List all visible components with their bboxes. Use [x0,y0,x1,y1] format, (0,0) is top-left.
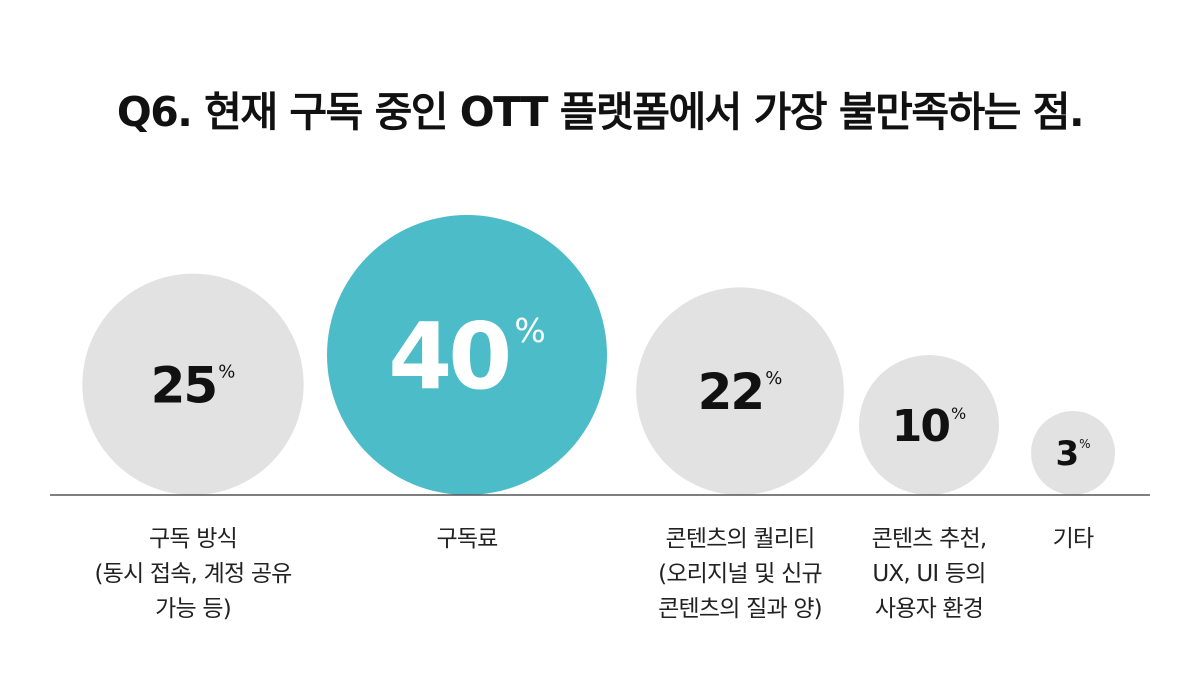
bubble-number-2: 22 [698,363,764,421]
bubble-value-0: 25% [151,356,236,414]
bubble-number-0: 25 [151,356,217,414]
category-label-2-line-2: 콘텐츠의 질과 양) [658,596,823,622]
bubble-unit-3: % [951,404,966,423]
bubble-number-4: 3 [1055,434,1077,474]
bubble-number-3: 10 [892,401,950,452]
bubble-1 [327,215,607,495]
category-label-0-line-1: (동시 접속, 계정 공유 [94,561,292,587]
category-label-3-line-0: 콘텐츠 추천, [871,526,988,552]
chart-title: Q6. 현재 구독 중인 OTT 플랫폼에서 가장 불만족하는 점. [116,88,1085,136]
bubble-value-4: 3% [1055,434,1090,474]
bubble-2 [636,287,844,495]
category-label-2-line-0: 콘텐츠의 퀄리티 [665,526,815,552]
category-label-4-line-0: 기타 [1052,526,1095,552]
category-label-0-line-0: 구독 방식 [149,526,238,552]
bubble-value-2: 22% [698,363,783,421]
bubble-unit-1: % [514,311,545,350]
category-label-3-line-2: 사용자 환경 [874,596,984,622]
bubble-value-3: 10% [892,401,966,452]
category-label-0-line-2: 가능 등) [155,596,232,622]
category-label-1-line-0: 구독료 [436,526,498,552]
bubble-unit-0: % [218,361,235,382]
bubble-unit-2: % [765,368,782,389]
bubble-number-1: 40 [388,303,508,410]
category-label-3-line-1: UX, UI 등의 [872,561,986,587]
bubble-3 [859,355,999,495]
bubble-0 [82,273,304,495]
category-label-2-line-1: (오리지널 및 신규 [658,561,823,587]
bubbles-group: 25% 40 %22 %10 %3% [82,215,1115,495]
category-label-4: 기타 [963,522,1183,557]
category-label-1: 구독료 [357,522,577,557]
bubble-unit-4: % [1079,437,1090,451]
bubble-4 [1031,411,1115,495]
bubble-value-1: 40% [388,303,545,410]
